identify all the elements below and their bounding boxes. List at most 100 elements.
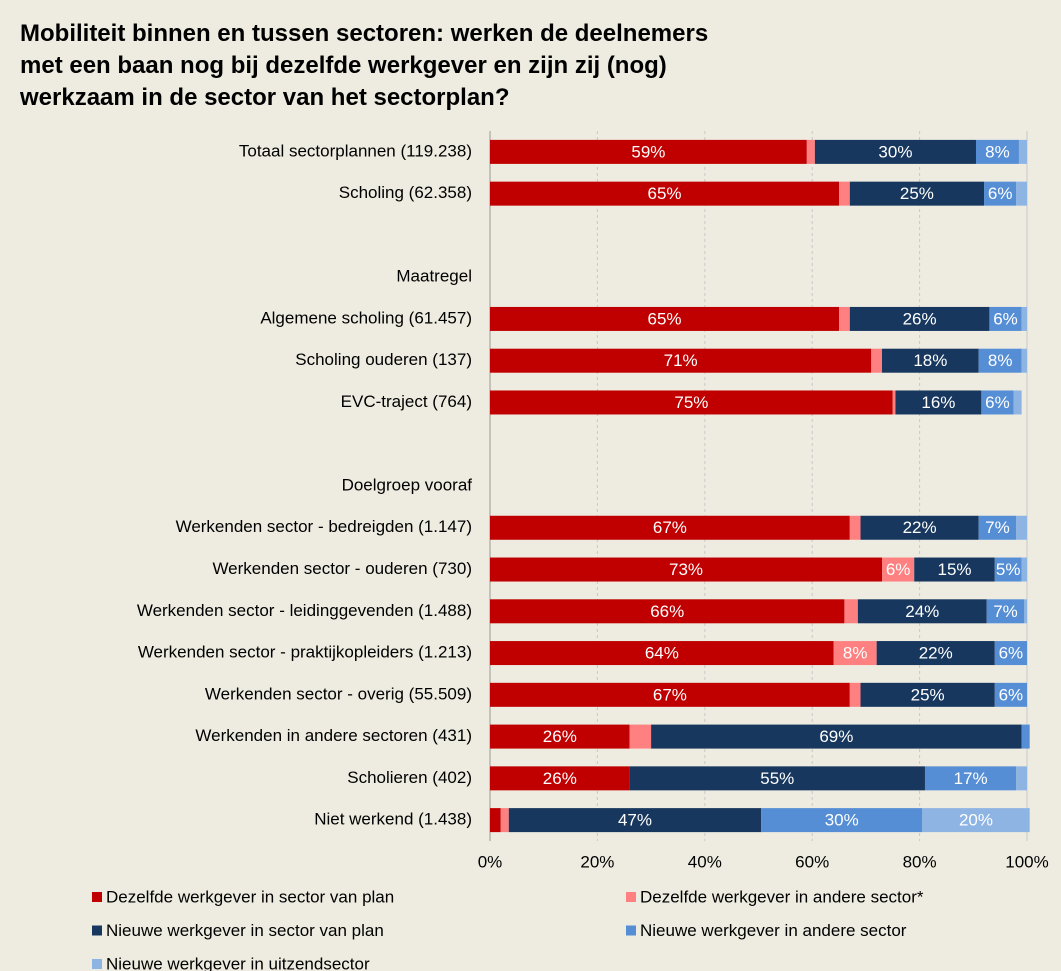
y-tick-label: Scholing ouderen (137) (295, 350, 472, 369)
bar-segment (876, 641, 995, 666)
bar-segment (984, 181, 1017, 206)
bar-segment (978, 515, 1017, 540)
bar-segment (844, 599, 858, 624)
data-label: 22% (903, 518, 937, 537)
bar-segment (989, 306, 1022, 331)
y-tick-label: Scholing (62.358) (339, 183, 472, 202)
data-label: 65% (648, 309, 682, 328)
bar-segment (994, 682, 1027, 707)
data-label: 22% (919, 644, 953, 663)
bar-segment (882, 348, 979, 373)
legend-swatch (626, 925, 636, 936)
bar-segment (500, 808, 509, 833)
bar-segment (857, 599, 987, 624)
data-label: 25% (900, 184, 934, 203)
bar-segment (849, 515, 861, 540)
bar-segment (490, 599, 845, 624)
data-label: 15% (937, 560, 971, 579)
data-label: 59% (631, 142, 665, 161)
chart-title: Mobiliteit binnen en tussen sectoren: we… (20, 20, 709, 111)
y-tick-label: Scholieren (402) (347, 768, 472, 787)
bar-segment (508, 808, 762, 833)
bar-segment (895, 390, 982, 415)
bar-segment (986, 599, 1025, 624)
bar-segment (490, 808, 501, 833)
data-label: 17% (954, 769, 988, 788)
bar-segment (914, 557, 995, 582)
y-tick-label: Totaal sectorplannen (119.238) (239, 141, 472, 160)
data-label: 47% (618, 811, 652, 830)
bar-segment (629, 766, 925, 791)
bar-segment (849, 306, 990, 331)
legend-label: Dezelfde werkgever in sector van plan (106, 887, 394, 906)
x-tick-label: 0% (478, 852, 503, 871)
bar-segment (490, 390, 893, 415)
bar-segment (490, 682, 850, 707)
data-label: 55% (760, 769, 794, 788)
bar-segment (860, 682, 995, 707)
y-tick-label: Werkenden in andere sectoren (431) (195, 726, 472, 745)
bar-segment (629, 724, 652, 749)
bar-segment (490, 181, 840, 206)
bar-segment (860, 515, 979, 540)
data-label: 73% (669, 560, 703, 579)
bar-segment (975, 139, 1019, 164)
bar-segment (833, 641, 877, 666)
bar-segment (1016, 515, 1027, 540)
data-label: 65% (648, 184, 682, 203)
bar-segment (1021, 724, 1030, 749)
data-label: 8% (985, 142, 1010, 161)
x-tick-label: 80% (903, 852, 937, 871)
bar-segment (922, 808, 1030, 833)
legend-swatch (92, 925, 102, 936)
data-label: 6% (985, 393, 1010, 412)
data-label: 6% (999, 644, 1024, 663)
bar-segment (490, 724, 630, 749)
bar-segment (839, 181, 850, 206)
bar-segment (490, 348, 872, 373)
bar-segment (1013, 390, 1022, 415)
bar-segment (978, 348, 1022, 373)
y-tick-label: Algemene scholing (61.457) (260, 308, 472, 327)
y-tick-label: Doelgroep vooraf (342, 475, 473, 494)
y-tick-label: Werkenden sector - overig (55.509) (205, 684, 472, 703)
y-tick-label: Niet werkend (1.438) (314, 810, 472, 829)
legend-label: Dezelfde werkgever in andere sector* (640, 887, 924, 906)
data-label: 26% (903, 309, 937, 328)
y-tick-label: Werkenden sector - leidinggevenden (1.48… (137, 601, 472, 620)
bar-segment (849, 682, 861, 707)
data-label: 20% (959, 811, 993, 830)
legend-swatch (92, 959, 102, 969)
x-tick-label: 20% (580, 852, 614, 871)
data-label: 8% (843, 644, 868, 663)
data-label: 24% (905, 602, 939, 621)
data-label: 66% (650, 602, 684, 621)
bar-segment (1018, 139, 1027, 164)
bar-segment (651, 724, 1022, 749)
bar-segment (1016, 766, 1027, 791)
bar-segment (839, 306, 850, 331)
data-label: 18% (913, 351, 947, 370)
bar-segment (490, 766, 630, 791)
bar-segment (1016, 181, 1027, 206)
data-label: 25% (911, 685, 945, 704)
bar-segment (1021, 348, 1027, 373)
data-label: 26% (543, 727, 577, 746)
bar-segment (1021, 306, 1027, 331)
bar-segment (490, 557, 883, 582)
y-tick-label: Maatregel (396, 267, 472, 286)
data-label: 64% (645, 644, 679, 663)
data-label: 7% (993, 602, 1018, 621)
data-label: 75% (674, 393, 708, 412)
data-label: 69% (819, 727, 853, 746)
data-label: 6% (886, 560, 911, 579)
x-tick-label: 60% (795, 852, 829, 871)
data-label: 67% (653, 685, 687, 704)
bar-segment (892, 390, 896, 415)
data-label: 6% (993, 309, 1018, 328)
data-label: 7% (985, 518, 1010, 537)
bar-segment (490, 139, 807, 164)
y-tick-label: Werkenden sector - praktijkopleiders (1.… (138, 643, 472, 662)
bar-segment (849, 181, 985, 206)
